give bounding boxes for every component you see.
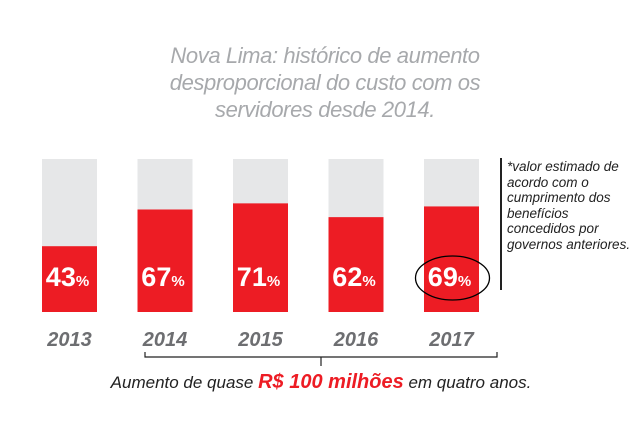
summary-highlight: R$ 100 milhões [258,371,404,393]
bar-2016 [328,217,384,312]
year-label-2017: 2017 [428,329,474,351]
year-label-2015: 2015 [237,329,283,351]
year-label-2013: 2013 [46,329,92,351]
summary-caption: Aumento de quase R$ 100 milhões em quatr… [0,371,642,394]
chart-title-line-2: desproporcional do custo com os [169,70,481,95]
highlight-circle-2017 [414,255,491,301]
bar-2015 [233,203,288,312]
bar-2014 [137,209,193,312]
note-divider [500,158,502,290]
bar-2013 [42,246,97,312]
summary-prefix: Aumento de quase [110,373,254,392]
chart-title-line-1: Nova Lima: histórico de aumento [170,43,480,68]
chart-title-line-3: servidores desde 2014. [215,97,435,122]
bar-value-label-2017: 69% [428,262,471,292]
summary-suffix: em quatro anos. [408,373,532,392]
estimate-footnote: *valor estimado de acordo com o cumprime… [507,159,631,252]
bar-value-label-2015: 71% [237,262,280,292]
year-label-2016: 2016 [333,329,379,351]
bar-value-label-2014: 67% [141,262,184,292]
chart-title: Nova Lima: histórico de aumento despropo… [110,42,540,123]
bar-value-label-2013: 43% [46,262,89,292]
bar-value-label-2016: 62% [332,262,375,292]
range-bracket [144,352,498,366]
year-label-2014: 2014 [142,329,188,351]
